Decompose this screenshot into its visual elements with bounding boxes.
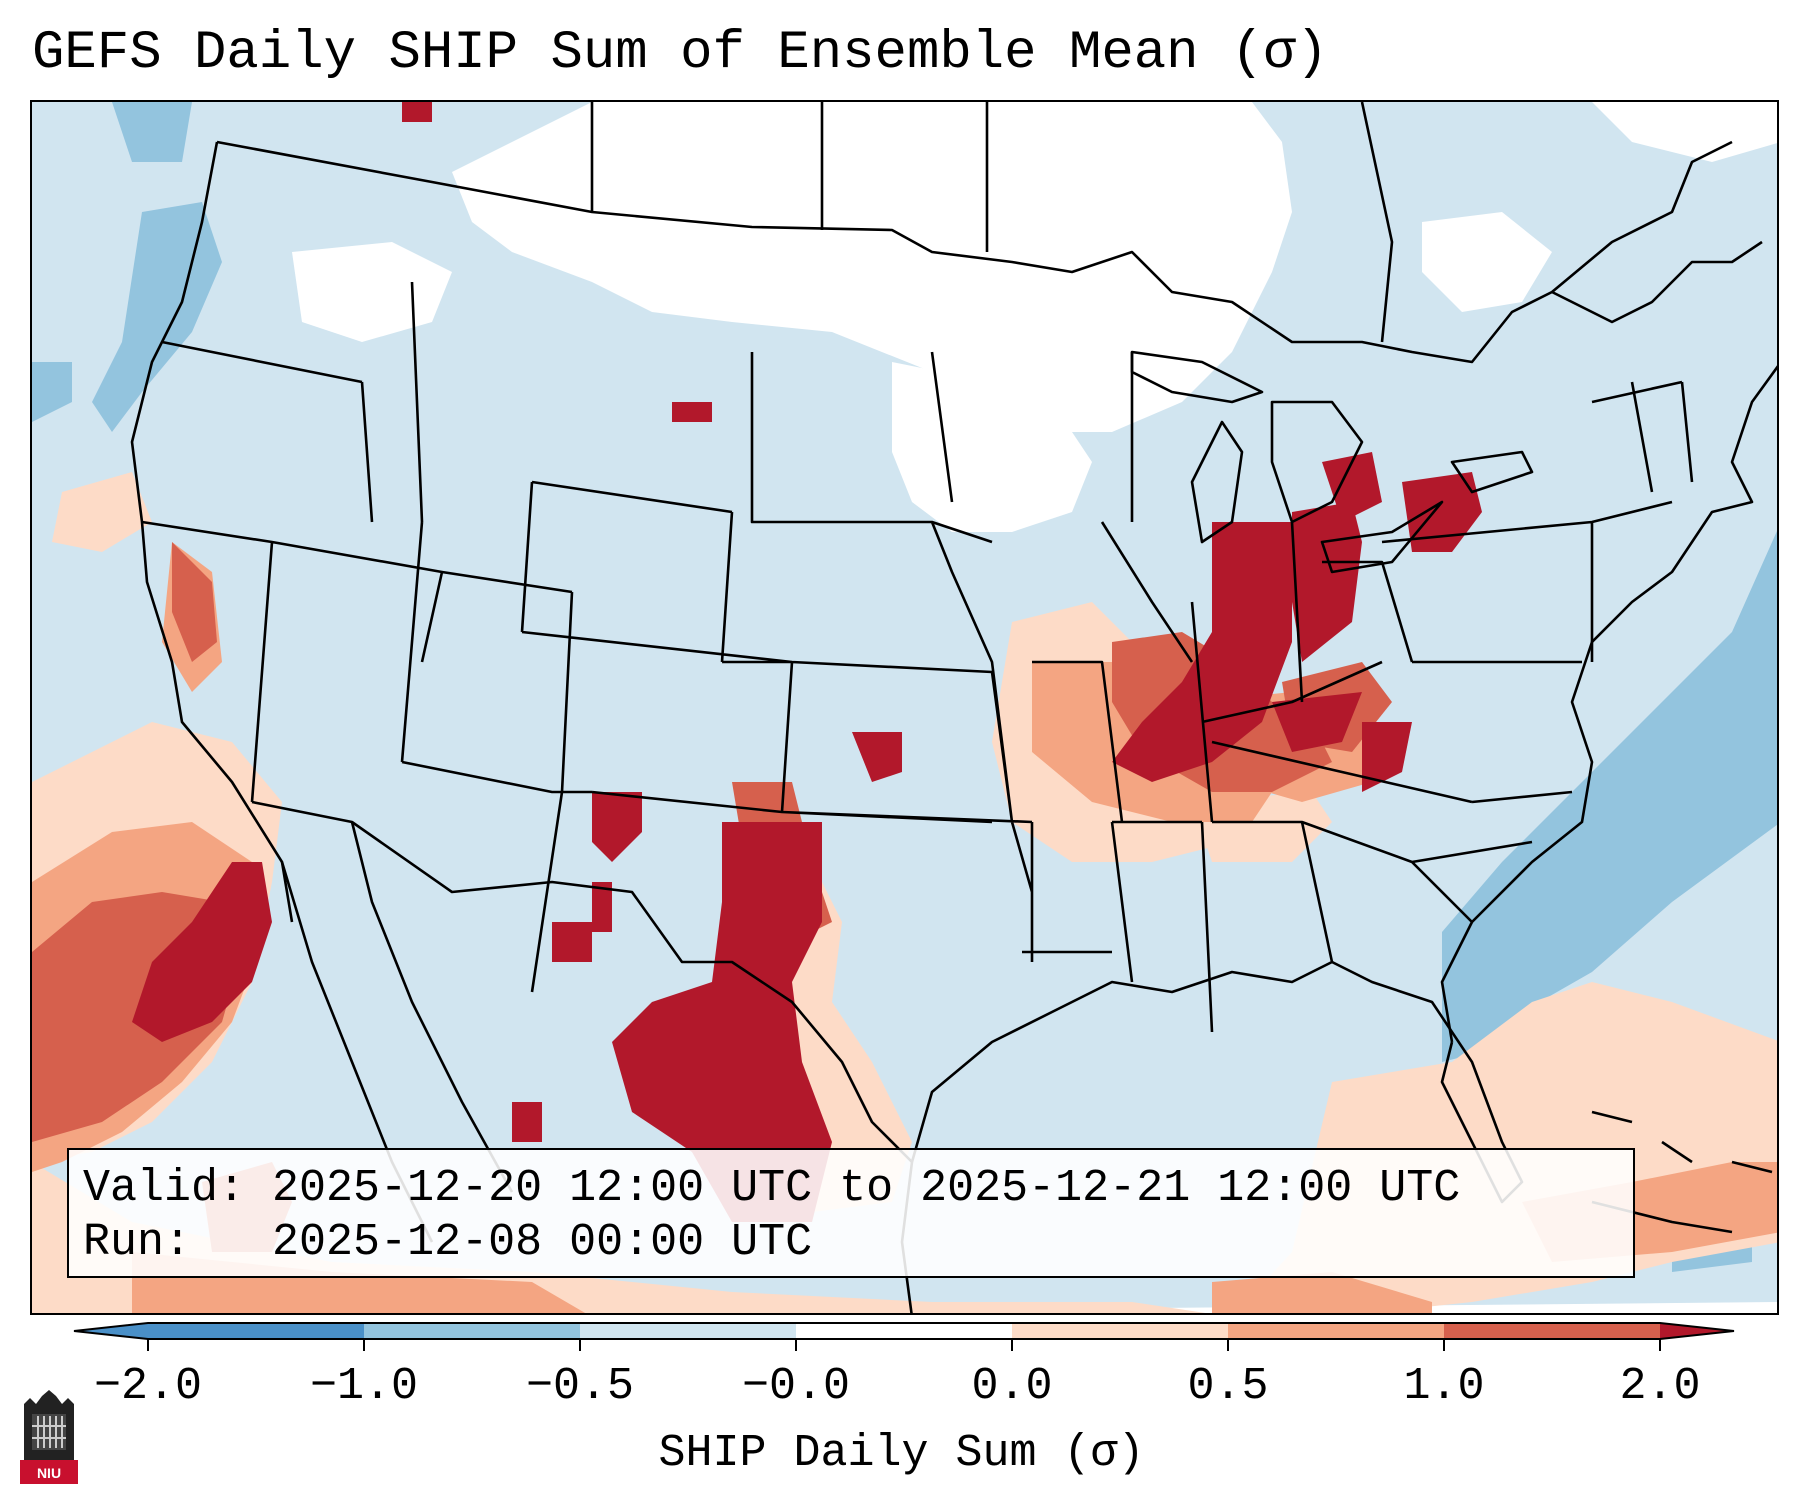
colorbar-segment: [1228, 1323, 1445, 1339]
logo-text: NIU: [37, 1465, 61, 1481]
great-lakes: [1130, 350, 1534, 574]
info-box: Valid: 2025-12-20 12:00 UTC to 2025-12-2…: [67, 1148, 1635, 1278]
map-panel[interactable]: [30, 100, 1779, 1315]
colorbar-ticks: [147, 1339, 1661, 1351]
caribbean-islands: [1591, 1110, 1773, 1234]
colorbar-tick-label: 0.0: [971, 1361, 1053, 1412]
colorbar-tick-label: −0.5: [525, 1361, 635, 1412]
canada-coast: [1551, 240, 1763, 324]
boundaries: [130, 102, 1777, 1313]
colorbar-segment: [796, 1323, 1013, 1339]
colorbar-tick-label: 2.0: [1619, 1361, 1701, 1412]
colorbar-extend-max: [1660, 1323, 1734, 1339]
colorbar-segment: [364, 1323, 581, 1339]
page-title: GEFS Daily SHIP Sum of Ensemble Mean (σ): [32, 23, 1329, 84]
colorbar-label: SHIP Daily Sum (σ): [658, 1428, 1145, 1479]
colorbar-outline: [73, 1322, 1735, 1340]
run-label: Run:: [83, 1217, 192, 1268]
map-canvas: [32, 102, 1777, 1313]
us-mexico-border: [251, 800, 913, 1163]
east-coast: [1440, 365, 1777, 1043]
colorbar-tick-label: −2.0: [93, 1361, 203, 1412]
colorbar-segment: [1444, 1323, 1661, 1339]
colorbar-segment: [148, 1323, 365, 1339]
run-value: 2025-12-08 00:00 UTC: [272, 1217, 813, 1268]
colorbar-segment: [580, 1323, 797, 1339]
canada-provinces: [590, 102, 1394, 343]
us-canada-border: [216, 140, 1733, 364]
valid-label: Valid:: [83, 1163, 246, 1214]
state-lines: [141, 281, 1694, 1033]
colorbar-tick-label: −0.0: [741, 1361, 851, 1412]
west-coast: [130, 141, 294, 923]
strong-positive-regions: [132, 102, 1482, 1222]
colorbar-tick-label: 1.0: [1403, 1361, 1485, 1412]
colorbar-segment: [1012, 1323, 1229, 1339]
negative-anomaly-regions: [32, 102, 1777, 1272]
niu-logo-icon: NIU: [20, 1390, 78, 1484]
colorbar-tick-label: −1.0: [309, 1361, 419, 1412]
neutral-regions: [32, 102, 1777, 1313]
valid-value: 2025-12-20 12:00 UTC to 2025-12-21 12:00…: [272, 1163, 1461, 1214]
colorbar-tick-label: 0.5: [1187, 1361, 1269, 1412]
colorbar-segments: [74, 1323, 1734, 1339]
colorbar-extend-min: [74, 1323, 148, 1339]
